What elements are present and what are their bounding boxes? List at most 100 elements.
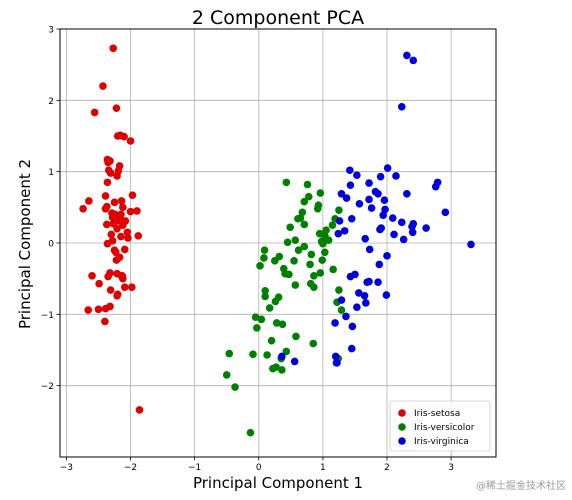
- data-point: [381, 205, 389, 214]
- data-point: [263, 351, 271, 359]
- data-point: [110, 198, 119, 207]
- data-point: [441, 208, 450, 217]
- data-point: [106, 286, 115, 294]
- data-point: [403, 189, 411, 198]
- data-point: [365, 195, 373, 204]
- data-point: [113, 224, 121, 233]
- data-point: [337, 296, 346, 304]
- data-point: [392, 172, 400, 180]
- y-tick-label: −2: [41, 382, 54, 392]
- data-point: [119, 274, 127, 283]
- data-point: [113, 132, 122, 140]
- data-point: [231, 383, 239, 391]
- data-point: [431, 182, 440, 191]
- data-point: [376, 172, 385, 181]
- data-point: [117, 210, 125, 219]
- data-point: [90, 108, 99, 117]
- data-point: [390, 230, 398, 239]
- data-point: [115, 253, 124, 262]
- y-tick-label: 2: [48, 97, 54, 107]
- data-point: [103, 239, 112, 248]
- y-tick-label: 1: [48, 168, 54, 178]
- x-tick-label: −2: [124, 463, 137, 473]
- legend-label: Iris-setosa: [414, 409, 460, 419]
- data-point: [346, 181, 355, 190]
- data-point: [380, 196, 389, 204]
- data-point: [109, 44, 118, 53]
- data-point: [291, 236, 300, 244]
- data-point: [101, 192, 110, 200]
- data-point: [377, 224, 386, 232]
- data-point: [126, 137, 135, 145]
- data-point: [340, 227, 349, 235]
- data-point: [300, 220, 309, 229]
- data-point: [101, 317, 109, 326]
- legend-marker: [398, 437, 406, 445]
- data-point: [290, 357, 299, 366]
- data-point: [306, 279, 315, 288]
- data-point: [342, 194, 351, 202]
- data-point: [337, 306, 346, 314]
- data-point: [333, 359, 341, 367]
- data-point: [331, 319, 339, 327]
- data-point: [321, 232, 329, 240]
- data-point: [294, 246, 303, 254]
- data-points: [79, 44, 475, 437]
- data-point: [249, 350, 257, 359]
- data-point: [112, 104, 121, 112]
- data-point: [272, 319, 281, 327]
- data-point: [397, 102, 406, 111]
- data-point: [135, 406, 144, 414]
- data-point: [399, 235, 408, 244]
- data-point: [85, 197, 93, 205]
- y-axis-label: Principal Component 2: [16, 159, 34, 329]
- y-tick-label: 3: [48, 26, 54, 36]
- data-point: [222, 371, 231, 379]
- data-point: [316, 269, 325, 277]
- data-point: [99, 82, 107, 90]
- grid: [60, 28, 496, 457]
- data-point: [134, 232, 143, 240]
- legend-marker: [398, 409, 406, 417]
- data-point: [316, 189, 325, 197]
- x-axis-ticks: −3 −2 −1 0 1 2 3: [60, 457, 454, 473]
- data-point: [285, 270, 293, 279]
- data-point: [104, 158, 112, 167]
- data-point: [290, 257, 298, 265]
- x-tick-label: 2: [384, 463, 390, 473]
- data-point: [300, 197, 309, 206]
- data-point: [313, 204, 322, 213]
- data-point: [120, 283, 129, 292]
- data-point: [120, 245, 129, 254]
- data-point: [261, 292, 269, 301]
- data-point: [362, 299, 370, 307]
- data-point: [379, 211, 387, 219]
- x-tick-label: −1: [188, 463, 201, 473]
- data-point: [270, 257, 279, 265]
- data-point: [361, 234, 370, 243]
- data-point: [253, 324, 261, 332]
- data-point: [128, 191, 137, 200]
- data-point: [342, 312, 350, 321]
- data-point: [403, 51, 411, 60]
- watermark-text: @稀土掘金技术社区: [476, 479, 566, 492]
- data-point: [467, 240, 475, 249]
- chart-title: 2 Component PCA: [192, 7, 364, 29]
- data-point: [94, 305, 103, 314]
- data-point: [355, 199, 364, 208]
- data-point: [274, 293, 283, 302]
- data-point: [367, 204, 376, 212]
- data-point: [322, 226, 330, 234]
- data-point: [334, 229, 343, 238]
- data-point: [282, 347, 291, 356]
- data-point: [272, 363, 280, 371]
- data-point: [257, 315, 266, 324]
- data-point: [335, 206, 343, 214]
- data-point: [126, 207, 135, 216]
- data-point: [346, 166, 354, 175]
- data-point: [119, 203, 127, 212]
- data-point: [422, 224, 430, 232]
- data-point: [318, 256, 327, 264]
- data-point: [321, 248, 329, 257]
- data-point: [354, 289, 363, 297]
